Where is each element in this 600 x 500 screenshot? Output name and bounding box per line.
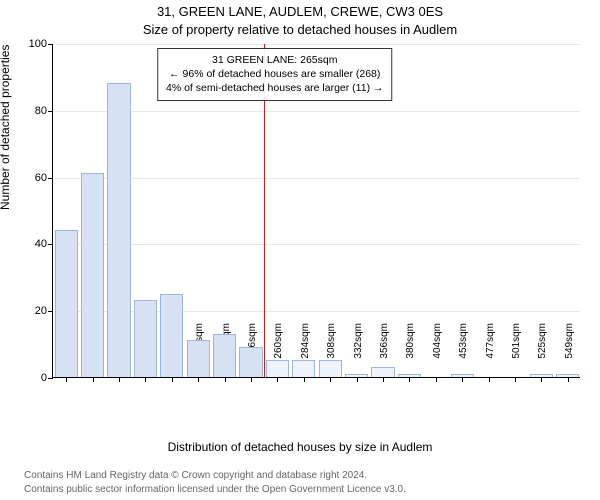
chart-title-address: 31, GREEN LANE, AUDLEM, CREWE, CW3 0ES: [0, 4, 600, 19]
gridline: [53, 111, 580, 112]
ytick-label: 20: [35, 305, 53, 317]
histogram-bar: [187, 340, 210, 377]
histogram-bar: [213, 334, 236, 377]
histogram-bar: [292, 360, 315, 377]
ytick-label: 60: [35, 172, 53, 184]
histogram-bar: [371, 367, 394, 377]
footer-line1: Contains HM Land Registry data © Crown c…: [24, 469, 584, 483]
gridline: [53, 311, 580, 312]
histogram-bar: [55, 230, 78, 377]
xtick-label: 501sqm: [511, 323, 522, 383]
annotation-line2: ← 96% of detached houses are smaller (26…: [166, 67, 384, 81]
xtick-label: 404sqm: [432, 323, 443, 383]
ytick-label: 0: [41, 372, 53, 384]
footer-line2: Contains public sector information licen…: [24, 483, 584, 497]
footer-attribution: Contains HM Land Registry data © Crown c…: [24, 469, 584, 496]
ytick-label: 100: [29, 38, 53, 50]
y-axis-label: Number of detached properties: [0, 45, 12, 210]
plot-area: 31 GREEN LANE: 265sqm ← 96% of detached …: [52, 44, 580, 378]
annotation-line3: 4% of semi-detached houses are larger (1…: [166, 81, 384, 95]
annotation-line1: 31 GREEN LANE: 265sqm: [166, 53, 384, 67]
histogram-bar: [319, 360, 342, 377]
gridline: [53, 244, 580, 245]
ytick-label: 40: [35, 238, 53, 250]
histogram-bar: [530, 374, 553, 377]
histogram-bar: [345, 374, 368, 377]
x-axis-label: Distribution of detached houses by size …: [0, 440, 600, 454]
histogram-bar: [266, 360, 289, 377]
histogram-bar: [239, 347, 262, 377]
histogram-bar: [556, 374, 579, 377]
annotation-box: 31 GREEN LANE: 265sqm ← 96% of detached …: [157, 48, 393, 101]
histogram-bar: [134, 300, 157, 377]
histogram-bar: [81, 173, 104, 377]
histogram-bar: [160, 294, 183, 378]
chart-title-sub: Size of property relative to detached ho…: [0, 22, 600, 37]
chart-container: { "titles": { "line1": "31, GREEN LANE, …: [0, 0, 600, 500]
histogram-bar: [451, 374, 474, 377]
histogram-bar: [398, 374, 421, 377]
histogram-bar: [107, 83, 130, 377]
xtick-label: 477sqm: [485, 323, 496, 383]
gridline: [53, 178, 580, 179]
ytick-label: 80: [35, 105, 53, 117]
gridline: [53, 44, 580, 45]
